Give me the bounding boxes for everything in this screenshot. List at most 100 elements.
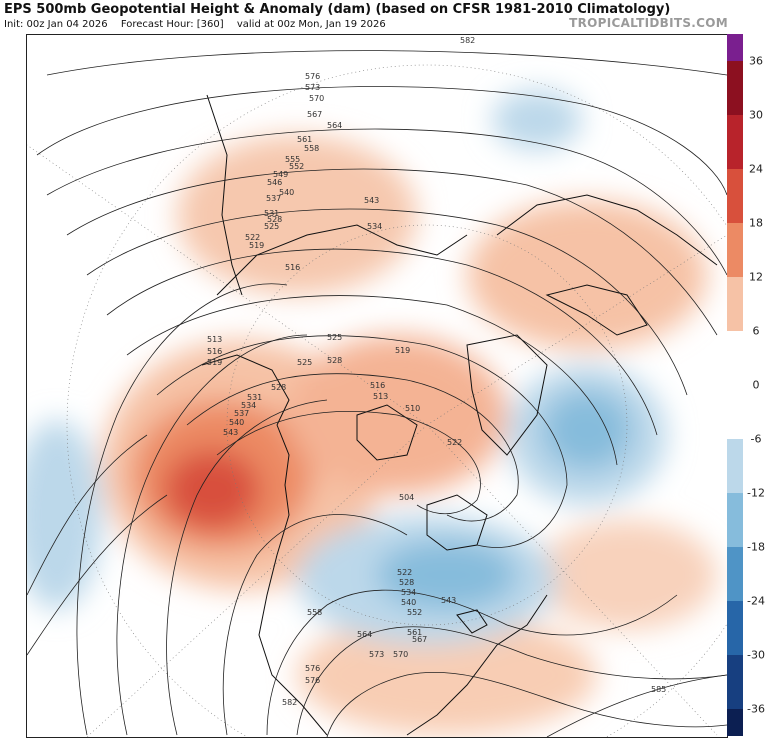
contour-label: 516 [285, 263, 300, 272]
contour-label: 546 [267, 178, 282, 187]
colorbar-band [727, 655, 743, 709]
contour-label: 552 [407, 608, 422, 617]
neg-anomaly-north-atlantic [492, 90, 582, 150]
colorbar-band [727, 493, 743, 547]
contour-label: 540 [229, 418, 244, 427]
colorbar-tick-label: 36 [749, 54, 763, 68]
colorbar-tick-label: -30 [747, 648, 765, 662]
contour-label: 570 [393, 650, 408, 659]
pos-anomaly-east-pacific-max [164, 450, 260, 530]
colorbar-tick-label: -12 [747, 486, 765, 500]
polar-map: 582 576 573 570 567 564 561 558 555 552 … [26, 34, 728, 738]
colorbar-band [727, 439, 743, 493]
contour-label: 528 [399, 578, 414, 587]
contour-label: 525 [264, 222, 279, 231]
contour-label: 570 [309, 94, 324, 103]
colorbar-band [727, 331, 743, 439]
map-subtitle: Init: 00z Jan 04 2026 Forecast Hour: [36… [4, 19, 396, 30]
contour-label: 513 [373, 392, 388, 401]
contour-label: 516 [370, 381, 385, 390]
colorbar-tick-label: -6 [750, 432, 762, 446]
contour-label: 564 [327, 121, 342, 130]
contour-label: 531 [247, 393, 262, 402]
colorbar-tick-label: 30 [749, 108, 763, 122]
contour-label: 522 [397, 568, 412, 577]
contour-label: 528 [267, 215, 282, 224]
colorbar-band [727, 61, 743, 115]
contour-label: 540 [279, 188, 294, 197]
site-brand: TROPICALTIDBITS.COM [569, 16, 728, 30]
contour-label: 510 [405, 404, 420, 413]
colorbar-tick-label: -36 [747, 702, 765, 716]
contour-label: 531 [264, 209, 279, 218]
contour-label: 528 [327, 356, 342, 365]
colorbar-tick-label: 12 [749, 270, 763, 284]
colorbar-band [727, 115, 743, 169]
contour-label: 576 [305, 676, 320, 685]
pos-anomaly-atlantic [537, 520, 717, 630]
colorbar-tick-label: -18 [747, 540, 765, 554]
contour-label: 576 [305, 72, 320, 81]
contour-label: 504 [399, 493, 414, 502]
init-time: Init: 00z Jan 04 2026 [4, 19, 108, 30]
pos-anomaly-us-east [297, 615, 597, 735]
contour-label: 543 [364, 196, 379, 205]
pos-anomaly-europe [467, 200, 707, 350]
great-lakes [456, 609, 488, 634]
contour-label: 558 [304, 144, 319, 153]
canadian-archipelago [356, 404, 418, 461]
contour-label: 552 [289, 162, 304, 171]
contour-label: 573 [305, 83, 320, 92]
contour-label: 522 [245, 233, 260, 242]
neg-anomaly-pacific-west [27, 420, 102, 610]
contour-label: 585 [651, 685, 666, 694]
colorbar-band [727, 34, 743, 61]
contour-label: 558 [307, 608, 322, 617]
contour-label: 519 [395, 346, 410, 355]
contour-label: 561 [407, 628, 422, 637]
contour-label: 519 [249, 241, 264, 250]
colorbar-tick-label: -24 [747, 594, 765, 608]
east-asia-coast [206, 94, 243, 296]
height-contours [27, 50, 727, 737]
contour-label: 567 [307, 110, 322, 119]
contour-label: 564 [357, 630, 372, 639]
colorbar-band [727, 547, 743, 601]
neg-anomaly-greenland-core [542, 390, 632, 470]
contour-label: 522 [447, 438, 462, 447]
colorbar-tick-label: 24 [749, 162, 763, 176]
contour-label: 525 [327, 333, 342, 342]
contour-labels: 582 576 573 570 567 564 561 558 555 552 … [207, 36, 666, 707]
colorbar-band [727, 601, 743, 655]
colorbar-tick-label: 0 [752, 378, 760, 392]
contour-label: 543 [223, 428, 238, 437]
colorbar [727, 34, 743, 736]
contour-label: 567 [412, 635, 427, 644]
alaska-coast [201, 354, 290, 426]
contour-label: 528 [271, 383, 286, 392]
contour-label: 537 [234, 409, 249, 418]
forecast-hour: Forecast Hour: [360] [120, 19, 224, 30]
colorbar-ticks: 36 30 24 18 12 6 0 -6 -12 -18 -24 -30 -36 [744, 34, 768, 736]
colorbar-band [727, 709, 743, 736]
contour-label: 573 [369, 650, 384, 659]
valid-time: valid at 00z Mon, Jan 19 2026 [236, 19, 386, 30]
map-title: EPS 500mb Geopotential Height & Anomaly … [4, 2, 671, 17]
colorbar-tick-label: 6 [752, 324, 760, 338]
contour-label: 582 [460, 36, 475, 45]
contour-label: 534 [367, 222, 382, 231]
colorbar-tick-label: 18 [749, 216, 763, 230]
north-america-east-coast [406, 594, 548, 736]
contour-label: 549 [273, 170, 288, 179]
contour-label: 519 [207, 358, 222, 367]
contour-label: 525 [297, 358, 312, 367]
contour-label: 540 [401, 598, 416, 607]
colorbar-band [727, 223, 743, 277]
colorbar-band [727, 277, 743, 331]
contour-label: 555 [285, 155, 300, 164]
colorbar-band [727, 169, 743, 223]
contour-label: 516 [207, 347, 222, 356]
contour-label: 534 [241, 401, 256, 410]
pos-anomaly-siberia [177, 135, 417, 295]
contour-label: 576 [305, 664, 320, 673]
